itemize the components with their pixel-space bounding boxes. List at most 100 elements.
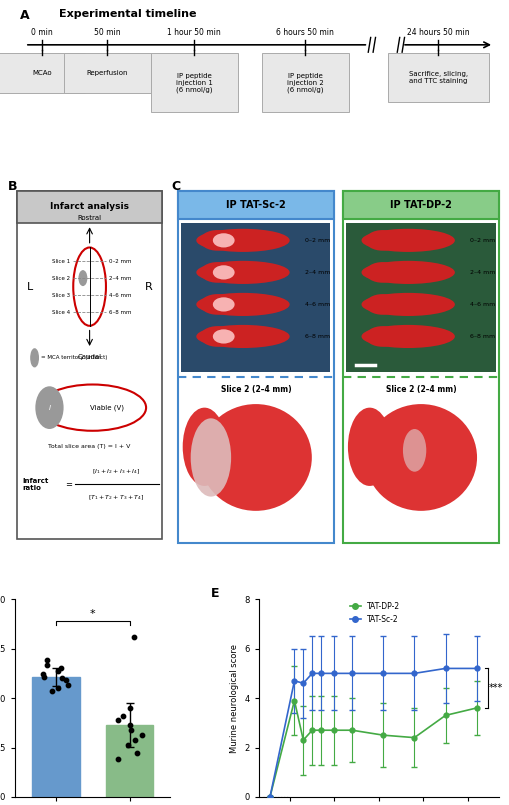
Text: *: * bbox=[90, 609, 96, 619]
Text: IP TAT-Sc-2: IP TAT-Sc-2 bbox=[226, 200, 286, 210]
Text: E: E bbox=[211, 588, 219, 601]
Ellipse shape bbox=[196, 229, 290, 252]
Text: R: R bbox=[145, 282, 153, 291]
Ellipse shape bbox=[361, 325, 455, 348]
Text: Slice 2 (2–4 mm): Slice 2 (2–4 mm) bbox=[220, 385, 291, 394]
Ellipse shape bbox=[361, 293, 455, 316]
Ellipse shape bbox=[365, 294, 400, 315]
Text: IP peptide
injection 2
(6 nmol/g): IP peptide injection 2 (6 nmol/g) bbox=[287, 72, 324, 93]
Point bbox=[119, 709, 127, 722]
FancyBboxPatch shape bbox=[151, 53, 238, 112]
Text: 0 min: 0 min bbox=[31, 28, 53, 38]
FancyBboxPatch shape bbox=[262, 53, 349, 112]
Point bbox=[138, 729, 146, 741]
Point bbox=[114, 753, 122, 766]
Text: Slice 2: Slice 2 bbox=[52, 275, 70, 281]
Ellipse shape bbox=[200, 294, 235, 315]
Text: 4–6 mm: 4–6 mm bbox=[305, 302, 330, 307]
Ellipse shape bbox=[213, 297, 235, 312]
Text: C: C bbox=[172, 180, 181, 193]
Ellipse shape bbox=[73, 247, 106, 326]
Circle shape bbox=[31, 349, 38, 367]
Text: IP TAT-DP-2: IP TAT-DP-2 bbox=[390, 200, 452, 210]
Text: 0–2 mm: 0–2 mm bbox=[109, 258, 131, 263]
Text: Sacrifice, slicing,
and TTC staining: Sacrifice, slicing, and TTC staining bbox=[409, 72, 468, 85]
Ellipse shape bbox=[196, 325, 290, 348]
Point bbox=[40, 671, 48, 683]
Text: MCAo: MCAo bbox=[32, 70, 52, 76]
Text: 4–6 mm: 4–6 mm bbox=[470, 302, 496, 307]
Text: Caudal: Caudal bbox=[77, 353, 102, 360]
Ellipse shape bbox=[365, 326, 400, 347]
Text: 2–4 mm: 2–4 mm bbox=[470, 270, 496, 275]
Ellipse shape bbox=[39, 385, 146, 431]
Text: 0–2 mm: 0–2 mm bbox=[305, 237, 330, 243]
Point bbox=[64, 679, 72, 691]
Text: Experimental timeline: Experimental timeline bbox=[59, 10, 196, 19]
Ellipse shape bbox=[213, 329, 235, 344]
Text: Reperfusion: Reperfusion bbox=[87, 70, 128, 76]
FancyBboxPatch shape bbox=[178, 191, 333, 219]
Legend: TAT-DP-2, TAT-Sc-2: TAT-DP-2, TAT-Sc-2 bbox=[347, 599, 404, 627]
Ellipse shape bbox=[213, 266, 235, 279]
FancyBboxPatch shape bbox=[17, 191, 162, 222]
Text: 2–4 mm: 2–4 mm bbox=[109, 275, 131, 281]
Text: 6–8 mm: 6–8 mm bbox=[305, 334, 330, 339]
Point bbox=[39, 668, 47, 681]
Point bbox=[114, 713, 122, 726]
Text: L: L bbox=[27, 282, 33, 291]
Point bbox=[124, 738, 132, 751]
Point bbox=[57, 662, 65, 675]
Text: Infarct analysis: Infarct analysis bbox=[50, 202, 129, 211]
Text: ***: *** bbox=[489, 683, 503, 693]
Ellipse shape bbox=[200, 404, 312, 511]
Text: Slice 1: Slice 1 bbox=[52, 258, 70, 263]
Ellipse shape bbox=[78, 270, 88, 286]
Y-axis label: Murine neurological score: Murine neurological score bbox=[230, 643, 239, 753]
Ellipse shape bbox=[361, 261, 455, 284]
FancyBboxPatch shape bbox=[343, 191, 499, 219]
Text: 6–8 mm: 6–8 mm bbox=[470, 334, 496, 339]
Point bbox=[43, 653, 51, 666]
Point bbox=[54, 665, 63, 678]
FancyBboxPatch shape bbox=[181, 222, 330, 372]
Ellipse shape bbox=[191, 419, 231, 497]
Text: 0–2 mm: 0–2 mm bbox=[470, 237, 496, 243]
FancyBboxPatch shape bbox=[388, 53, 489, 102]
Text: Slice 3: Slice 3 bbox=[52, 293, 70, 298]
Point bbox=[48, 685, 56, 698]
Text: 24 hours 50 min: 24 hours 50 min bbox=[407, 28, 470, 38]
Text: A: A bbox=[20, 10, 30, 23]
Point bbox=[126, 723, 134, 736]
Text: =: = bbox=[65, 480, 72, 489]
Text: 4–6 mm: 4–6 mm bbox=[109, 293, 131, 298]
FancyBboxPatch shape bbox=[0, 53, 86, 93]
Text: Rostral: Rostral bbox=[77, 215, 102, 221]
Text: 1 hour 50 min: 1 hour 50 min bbox=[167, 28, 221, 38]
Text: $[I_1 + I_2 + I_3 + I_4]$: $[I_1 + I_2 + I_3 + I_4]$ bbox=[92, 467, 140, 476]
Point bbox=[130, 630, 138, 643]
Point bbox=[43, 659, 51, 672]
Point bbox=[126, 718, 134, 731]
FancyBboxPatch shape bbox=[64, 53, 151, 93]
Ellipse shape bbox=[213, 233, 235, 247]
Ellipse shape bbox=[183, 407, 227, 486]
Ellipse shape bbox=[196, 261, 290, 284]
Ellipse shape bbox=[348, 407, 391, 486]
Point bbox=[62, 674, 70, 687]
Text: I: I bbox=[48, 405, 50, 411]
Ellipse shape bbox=[365, 404, 477, 511]
FancyBboxPatch shape bbox=[347, 222, 496, 372]
Point bbox=[125, 701, 133, 714]
Ellipse shape bbox=[196, 293, 290, 316]
Bar bbox=[105, 724, 154, 797]
Ellipse shape bbox=[403, 429, 426, 472]
Text: = MCA territory (infarct): = MCA territory (infarct) bbox=[41, 355, 107, 361]
Ellipse shape bbox=[200, 326, 235, 347]
Ellipse shape bbox=[365, 230, 400, 250]
Text: 6–8 mm: 6–8 mm bbox=[109, 310, 131, 315]
Text: IP peptide
injection 1
(6 nmol/g): IP peptide injection 1 (6 nmol/g) bbox=[176, 72, 213, 93]
Text: 2–4 mm: 2–4 mm bbox=[305, 270, 330, 275]
Ellipse shape bbox=[361, 229, 455, 252]
Text: B: B bbox=[8, 180, 17, 193]
